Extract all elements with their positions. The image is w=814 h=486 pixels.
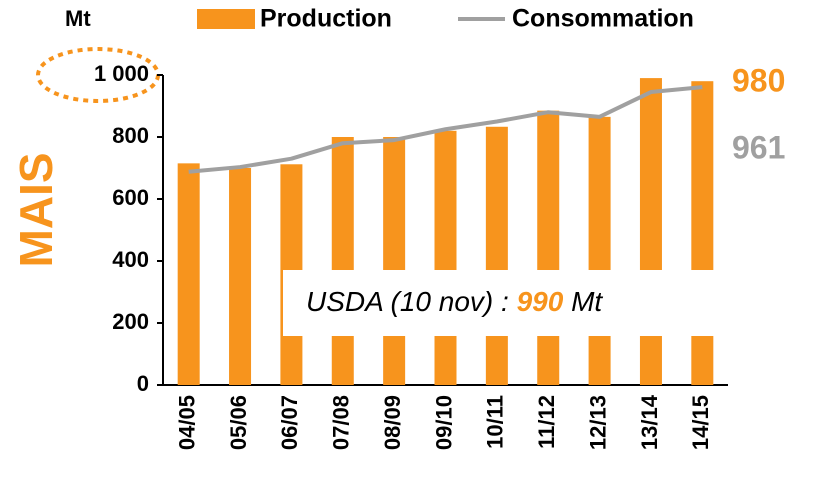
y-tick-label: 600 <box>112 185 149 210</box>
legend-swatch <box>197 9 255 29</box>
y-tick-label: 200 <box>112 309 149 334</box>
y-tick-label: 0 <box>137 371 149 396</box>
y-tick-label: 400 <box>112 247 149 272</box>
x-tick-label: 04/05 <box>174 395 199 450</box>
x-tick-label: 09/10 <box>431 395 456 450</box>
x-tick-label: 05/06 <box>226 395 251 450</box>
x-tick-label: 13/14 <box>637 394 662 450</box>
bar <box>331 137 354 385</box>
y-tick-label: 1 000 <box>94 61 149 86</box>
bar <box>177 163 200 385</box>
x-tick-label: 07/08 <box>329 395 354 450</box>
bar <box>485 126 508 386</box>
y-tick-label: 800 <box>112 123 149 148</box>
x-tick-label: 12/13 <box>585 395 610 450</box>
bar <box>434 130 457 385</box>
bar <box>639 78 662 385</box>
annotation-text: Mt <box>571 286 603 317</box>
y-unit: Mt <box>65 6 91 31</box>
x-tick-label: 08/09 <box>380 395 405 450</box>
x-tick-label: 11/12 <box>534 395 559 449</box>
end-label: 980 <box>732 62 785 98</box>
legend-label: Production <box>260 5 392 33</box>
annotation-highlight: 990 <box>517 286 564 317</box>
x-tick-label: 10/11 <box>483 395 508 449</box>
bar <box>588 116 611 385</box>
annotation: USDA (10 nov) : 990 Mt <box>306 286 603 317</box>
bar <box>537 110 560 386</box>
x-tick-label: 14/15 <box>688 395 713 450</box>
y-title: MAIS <box>10 153 62 268</box>
line <box>188 85 703 174</box>
bar <box>229 168 252 385</box>
annotation-text: USDA (10 nov) : <box>306 286 509 317</box>
bar <box>691 81 714 385</box>
annotation-box <box>283 270 720 336</box>
x-tick-label: 06/07 <box>277 395 302 450</box>
legend-label: Consommation <box>512 5 694 33</box>
bar <box>383 137 406 385</box>
end-label: 961 <box>732 129 785 165</box>
